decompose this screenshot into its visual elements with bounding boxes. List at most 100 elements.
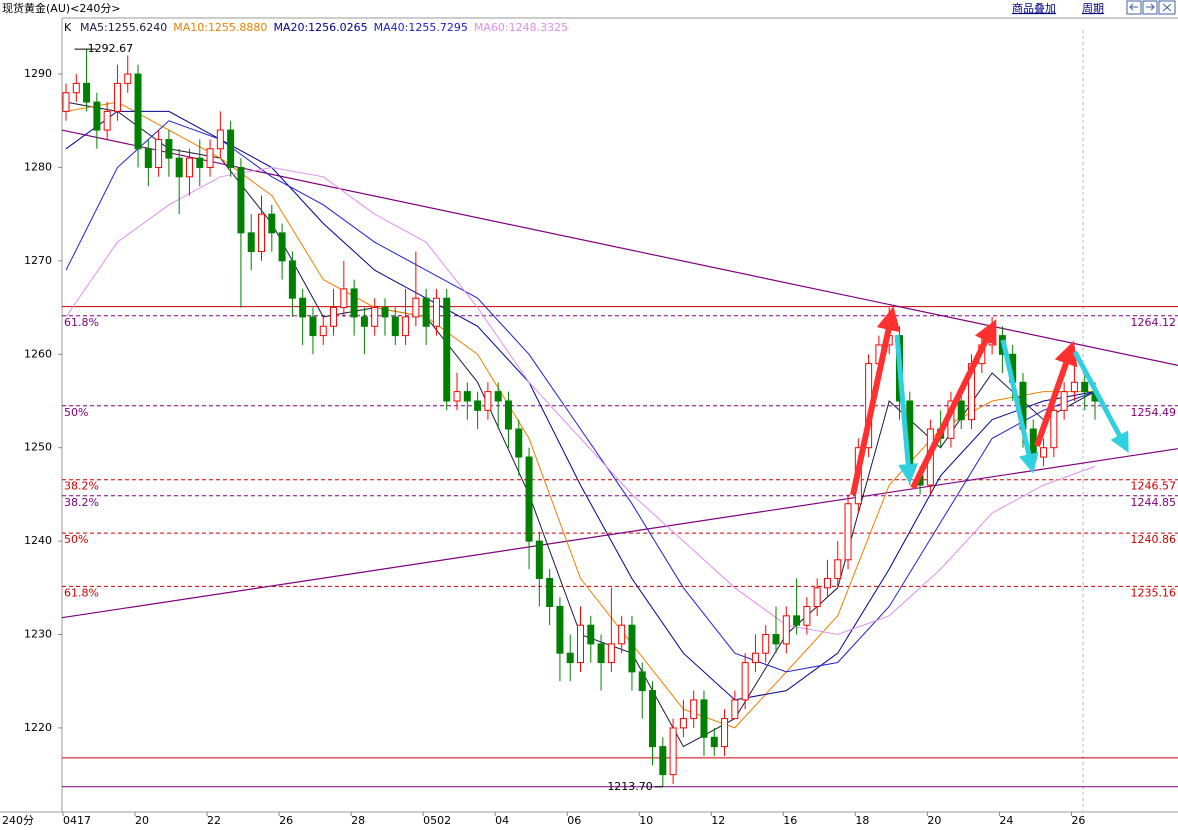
- overlay-button[interactable]: 商品叠加: [1012, 1, 1056, 15]
- period-button[interactable]: 周期: [1082, 2, 1104, 15]
- candle-body: [618, 624, 626, 645]
- candle-body: [299, 297, 307, 318]
- candle-body: [649, 690, 657, 748]
- level-label: 61.8%: [64, 586, 99, 599]
- annotation-label: 1213.70: [607, 780, 653, 793]
- candle-body: [371, 307, 379, 327]
- candle-body: [62, 92, 70, 112]
- x-tick-label: 10: [639, 814, 653, 827]
- y-tick-label: 1270: [24, 254, 52, 267]
- candle-body: [227, 129, 235, 168]
- candle-body: [556, 605, 564, 654]
- level-label: 38.2%: [64, 480, 99, 493]
- candle-body: [823, 577, 831, 589]
- x-tick-label: 18: [855, 814, 869, 827]
- candle-body: [278, 232, 286, 262]
- down-arrow: [1000, 339, 1039, 474]
- candle-body: [453, 391, 461, 402]
- candle-body: [402, 316, 410, 337]
- candle-body: [83, 82, 91, 103]
- candle-body: [216, 129, 224, 150]
- candle-body: [360, 316, 368, 327]
- x-tick-label: 0417: [63, 814, 91, 827]
- candle-body: [577, 624, 584, 664]
- level-price: 1244.85: [1131, 496, 1177, 509]
- level-price: 1246.57: [1131, 480, 1177, 493]
- up-arrow: [1034, 340, 1078, 447]
- candle-body: [587, 624, 595, 645]
- candle-body: [474, 400, 482, 411]
- candle-body: [484, 391, 492, 411]
- y-tick-label: 1250: [24, 441, 52, 454]
- ma-line: [65, 110, 1096, 701]
- ma-line: [65, 120, 1096, 673]
- candle-body: [638, 671, 646, 692]
- candle-body: [350, 288, 358, 318]
- level-price: 1240.86: [1131, 533, 1177, 546]
- candle-body: [834, 559, 842, 579]
- nav-icons[interactable]: [1126, 0, 1176, 15]
- candle-body: [607, 643, 615, 664]
- candle-body: [751, 652, 759, 664]
- x-tick-label: 26: [279, 814, 293, 827]
- x-tick-label: 20: [135, 814, 149, 827]
- x-tick-label: 0502: [423, 814, 451, 827]
- candle-body: [113, 82, 121, 112]
- candle-body: [463, 391, 471, 402]
- nav-left-icon: [1129, 3, 1138, 11]
- candle-body: [1060, 391, 1068, 411]
- candle-body: [793, 615, 801, 626]
- legend-entry: MA20:1256.0265: [273, 21, 367, 34]
- x-tick-label: 24: [999, 814, 1013, 827]
- candle-body: [1070, 381, 1078, 393]
- up-arrow: [910, 319, 997, 490]
- nav-right-icon: [1146, 3, 1155, 11]
- candle-body: [844, 503, 852, 561]
- x-tick-label: 06: [567, 814, 581, 827]
- level-label: 38.2%: [64, 496, 99, 509]
- candle-body: [494, 391, 502, 402]
- annotation-label: 1292.67: [88, 42, 134, 55]
- candle-body: [288, 260, 296, 299]
- candle-body: [175, 157, 183, 178]
- candle-body: [309, 316, 317, 337]
- level-price: 1254.49: [1131, 406, 1177, 419]
- candle-body: [525, 456, 533, 542]
- candle-body: [659, 746, 667, 776]
- x-tick-label: 22: [207, 814, 221, 827]
- candle-body: [782, 615, 790, 645]
- candle-body: [412, 297, 420, 318]
- candle-body: [196, 157, 204, 168]
- level-label: 50%: [64, 533, 88, 546]
- candle-body: [330, 307, 338, 327]
- candle-body: [155, 138, 163, 168]
- nav-close-icon: [1162, 3, 1172, 12]
- candle-body: [669, 727, 677, 776]
- legend-entry: MA10:1255.8880: [173, 21, 267, 34]
- candle-body: [731, 699, 739, 720]
- legend-entry: MA60:1248.3325: [474, 21, 568, 34]
- candle-body: [566, 652, 574, 664]
- annotation-arrows: [850, 306, 1129, 496]
- candle-body: [679, 718, 687, 729]
- level-price: 1264.12: [1131, 316, 1177, 329]
- candle-body: [813, 587, 821, 607]
- down-arrow: [1072, 350, 1129, 453]
- candle-body: [268, 213, 276, 234]
- legend-entry: MA5:1255.6240: [80, 21, 167, 34]
- candle-body: [710, 736, 718, 748]
- candle-body: [1050, 409, 1058, 449]
- y-tick-label: 1220: [24, 721, 52, 734]
- candle-body: [319, 325, 327, 337]
- period-label: 240分: [2, 814, 34, 827]
- candle-body: [535, 540, 543, 579]
- legend-entry: MA40:1255.7295: [374, 21, 468, 34]
- candle-body: [597, 643, 605, 664]
- candle-body: [762, 634, 770, 654]
- candle-body: [772, 634, 780, 645]
- x-tick-label: 16: [783, 814, 797, 827]
- x-tick-label: 04: [495, 814, 509, 827]
- candle-body: [237, 166, 245, 234]
